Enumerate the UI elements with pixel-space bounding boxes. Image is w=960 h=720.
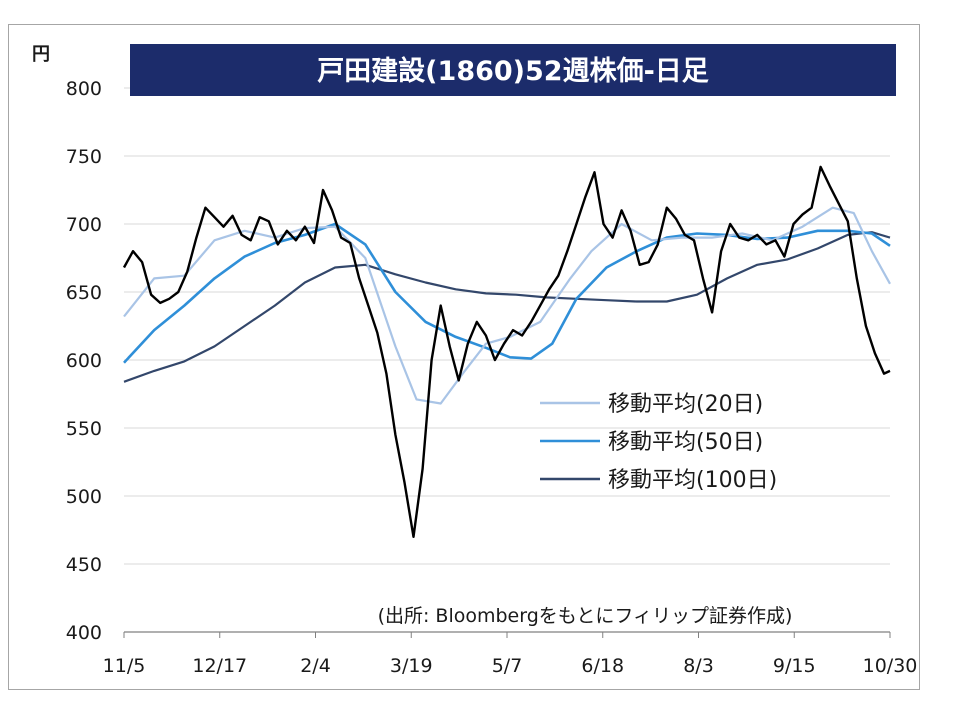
chart-frame xyxy=(8,24,920,690)
y-tick-label: 400 xyxy=(66,622,102,644)
x-tick-label: 3/19 xyxy=(390,655,433,677)
y-tick-label: 750 xyxy=(66,146,102,168)
y-tick-label: 500 xyxy=(66,486,102,508)
y-tick-label: 600 xyxy=(66,350,102,372)
series-line-ma50 xyxy=(123,222,891,364)
grid-lines xyxy=(124,87,890,633)
series-line-price xyxy=(122,165,891,538)
x-tick-label: 8/3 xyxy=(683,655,714,677)
chart-title: 戸田建設(1860)52週株価-日足 xyxy=(317,55,709,87)
series-line-ma100 xyxy=(123,231,891,383)
source-note: (出所: Bloombergをもとにフィリップ証券作成) xyxy=(378,605,793,627)
y-unit-label: 円 xyxy=(32,44,50,65)
legend: 移動平均(20日) 移動平均(50日) 移動平均(100日) xyxy=(540,392,777,493)
series-layer xyxy=(122,165,891,538)
x-tick-label: 12/17 xyxy=(192,655,247,677)
series-line-ma20 xyxy=(123,206,891,405)
x-tick-label: 11/5 xyxy=(103,655,146,677)
y-tick-label: 800 xyxy=(66,78,102,100)
legend-label-ma50: 移動平均(50日) xyxy=(608,430,763,455)
x-tick-label: 5/7 xyxy=(492,655,523,677)
x-tick-label: 10/30 xyxy=(863,655,918,677)
x-tick-label: 2/4 xyxy=(300,655,331,677)
legend-label-ma20: 移動平均(20日) xyxy=(608,392,763,417)
y-tick-label: 550 xyxy=(66,418,102,440)
y-tick-label: 700 xyxy=(66,214,102,236)
x-tick-label: 6/18 xyxy=(581,655,624,677)
y-tick-label: 450 xyxy=(66,554,102,576)
legend-label-ma100: 移動平均(100日) xyxy=(608,468,777,493)
y-tick-label: 650 xyxy=(66,282,102,304)
x-tick-label: 9/15 xyxy=(773,655,816,677)
title-banner xyxy=(130,44,896,96)
